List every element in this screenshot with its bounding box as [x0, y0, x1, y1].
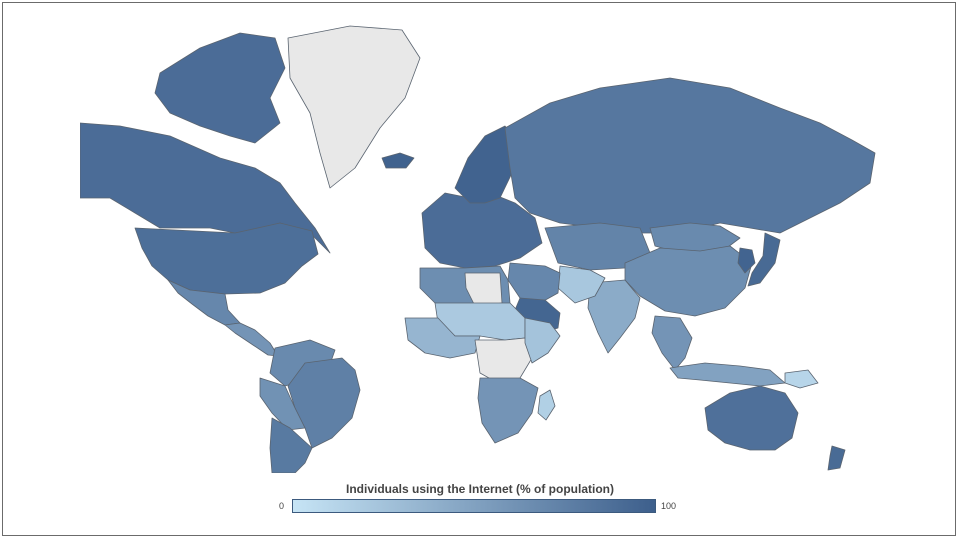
legend-color-scale: [292, 499, 656, 513]
region-mongolia[interactable]: [649, 222, 741, 254]
region-india[interactable]: [587, 279, 641, 354]
region-papua-new-guinea[interactable]: [784, 369, 819, 389]
region-new-zealand[interactable]: [827, 445, 846, 471]
region-east-africa[interactable]: [524, 317, 561, 364]
region-central-america[interactable]: [224, 322, 279, 357]
region-china[interactable]: [624, 245, 753, 317]
region-central-africa[interactable]: [474, 337, 533, 384]
region-chile-argentina[interactable]: [269, 417, 313, 473]
region-canada-arctic-islands[interactable]: [154, 32, 286, 144]
region-korea[interactable]: [737, 247, 756, 274]
world-choropleth-map: [80, 25, 876, 473]
region-peru-bolivia[interactable]: [259, 377, 306, 431]
region-brazil[interactable]: [287, 357, 361, 449]
legend-max-label: 100: [661, 501, 677, 511]
region-russia[interactable]: [504, 77, 876, 234]
region-indonesia[interactable]: [669, 362, 786, 387]
region-greenland[interactable]: [287, 25, 421, 189]
region-madagascar[interactable]: [537, 389, 556, 421]
region-west-africa[interactable]: [404, 317, 481, 359]
region-australia[interactable]: [704, 385, 799, 451]
legend-min-label: 0: [279, 501, 285, 511]
region-southern-africa[interactable]: [477, 377, 539, 444]
region-iceland[interactable]: [381, 152, 415, 169]
region-southeast-asia[interactable]: [651, 315, 693, 371]
region-japan[interactable]: [747, 232, 781, 287]
region-iran-middle-east[interactable]: [507, 262, 561, 304]
region-united-states[interactable]: [134, 222, 319, 295]
legend-title: Individuals using the Internet (% of pop…: [346, 482, 614, 496]
